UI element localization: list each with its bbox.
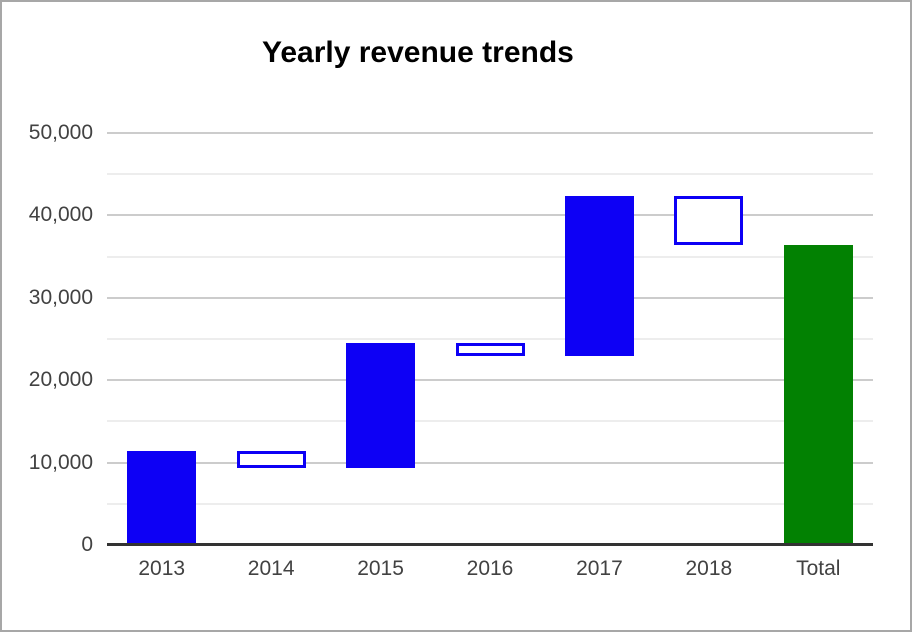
chart-title: Yearly revenue trends [262,36,574,69]
y-axis-label: 40,000 [28,203,93,227]
minor-gridline [107,502,873,505]
major-gridline [107,214,873,217]
bar-2015[interactable] [346,343,416,468]
x-axis-label: Total [796,557,841,580]
y-axis-label: 50,000 [28,121,93,144]
x-axis-label: 2016 [466,557,514,580]
y-axis-label: 0 [81,533,93,556]
y-axis-label: 20,000 [28,368,93,392]
x-axis-line [107,543,873,546]
x-axis-label: 2014 [247,557,295,580]
major-gridline [107,296,873,299]
x-axis-label: 2013 [138,557,186,580]
bar-2018[interactable] [674,196,744,246]
plot-area [107,132,873,546]
x-axis-label: 2015 [357,557,404,580]
bar-2016[interactable] [455,343,525,357]
y-axis-label: 10,000 [28,450,93,474]
major-gridline [107,132,873,134]
bar-2017[interactable] [564,196,634,357]
bar-2014[interactable] [236,451,306,468]
minor-gridline [107,420,873,423]
y-axis-label: 30,000 [28,285,93,309]
minor-gridline [107,173,873,176]
major-gridline [107,461,873,464]
minor-gridline [107,338,873,340]
major-gridline [107,379,873,382]
x-axis-label: 2018 [685,557,733,580]
x-axis-label: 2017 [576,557,623,580]
bar-total[interactable] [783,245,853,545]
bar-2013[interactable] [127,451,197,545]
minor-gridline [107,255,873,258]
